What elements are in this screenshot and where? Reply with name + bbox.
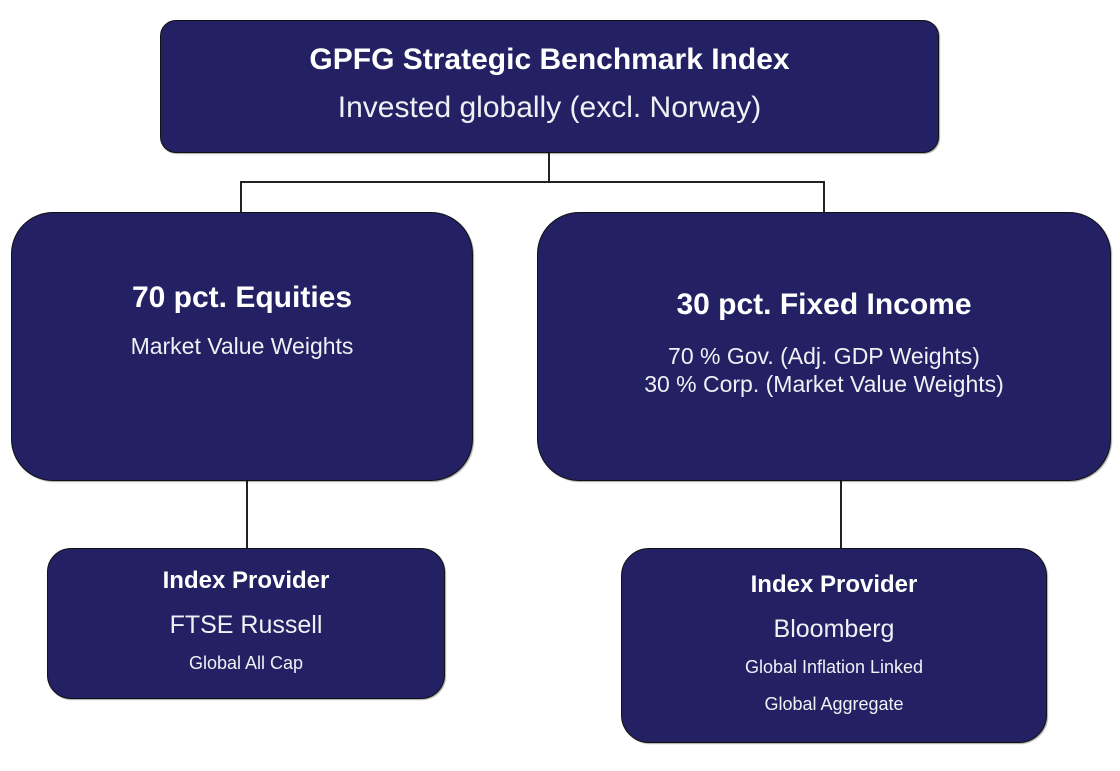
provider-heading: Index Provider: [750, 571, 918, 598]
node-equities-index-provider: Index Provider FTSE Russell Global All C…: [47, 548, 445, 699]
provider-name: Bloomberg: [773, 615, 895, 643]
provider-index: Global Inflation Linked: [744, 657, 924, 677]
provider-heading: Index Provider: [162, 567, 330, 594]
connector-equities-to-provider: [246, 480, 248, 549]
connector-fixed-income-to-provider: [840, 480, 842, 549]
fixed-income-title: 30 pct. Fixed Income: [676, 288, 972, 321]
node-equities: 70 pct. Equities Market Value Weights: [11, 212, 473, 481]
root-title: GPFG Strategic Benchmark Index: [309, 43, 790, 76]
root-node-gpfg-benchmark: GPFG Strategic Benchmark Index Invested …: [160, 20, 939, 153]
node-fixed-income-index-provider: Index Provider Bloomberg Global Inflatio…: [621, 548, 1047, 743]
provider-index: Global Aggregate: [764, 694, 904, 714]
fixed-income-gov-weighting: 70 % Gov. (Adj. GDP Weights): [668, 343, 980, 369]
connector-to-fixed-income: [823, 181, 825, 213]
provider-name: FTSE Russell: [169, 611, 323, 639]
connector-horizontal-bar: [240, 181, 824, 183]
equities-title: 70 pct. Equities: [131, 281, 353, 314]
fixed-income-corp-weighting: 30 % Corp. (Market Value Weights): [644, 371, 1004, 397]
root-subtitle: Invested globally (excl. Norway): [337, 91, 762, 124]
connector-root-down: [548, 152, 550, 182]
provider-index: Global All Cap: [188, 653, 304, 673]
node-fixed-income: 30 pct. Fixed Income 70 % Gov. (Adj. GDP…: [537, 212, 1111, 481]
connector-to-equities: [240, 181, 242, 213]
equities-weighting: Market Value Weights: [130, 333, 354, 359]
